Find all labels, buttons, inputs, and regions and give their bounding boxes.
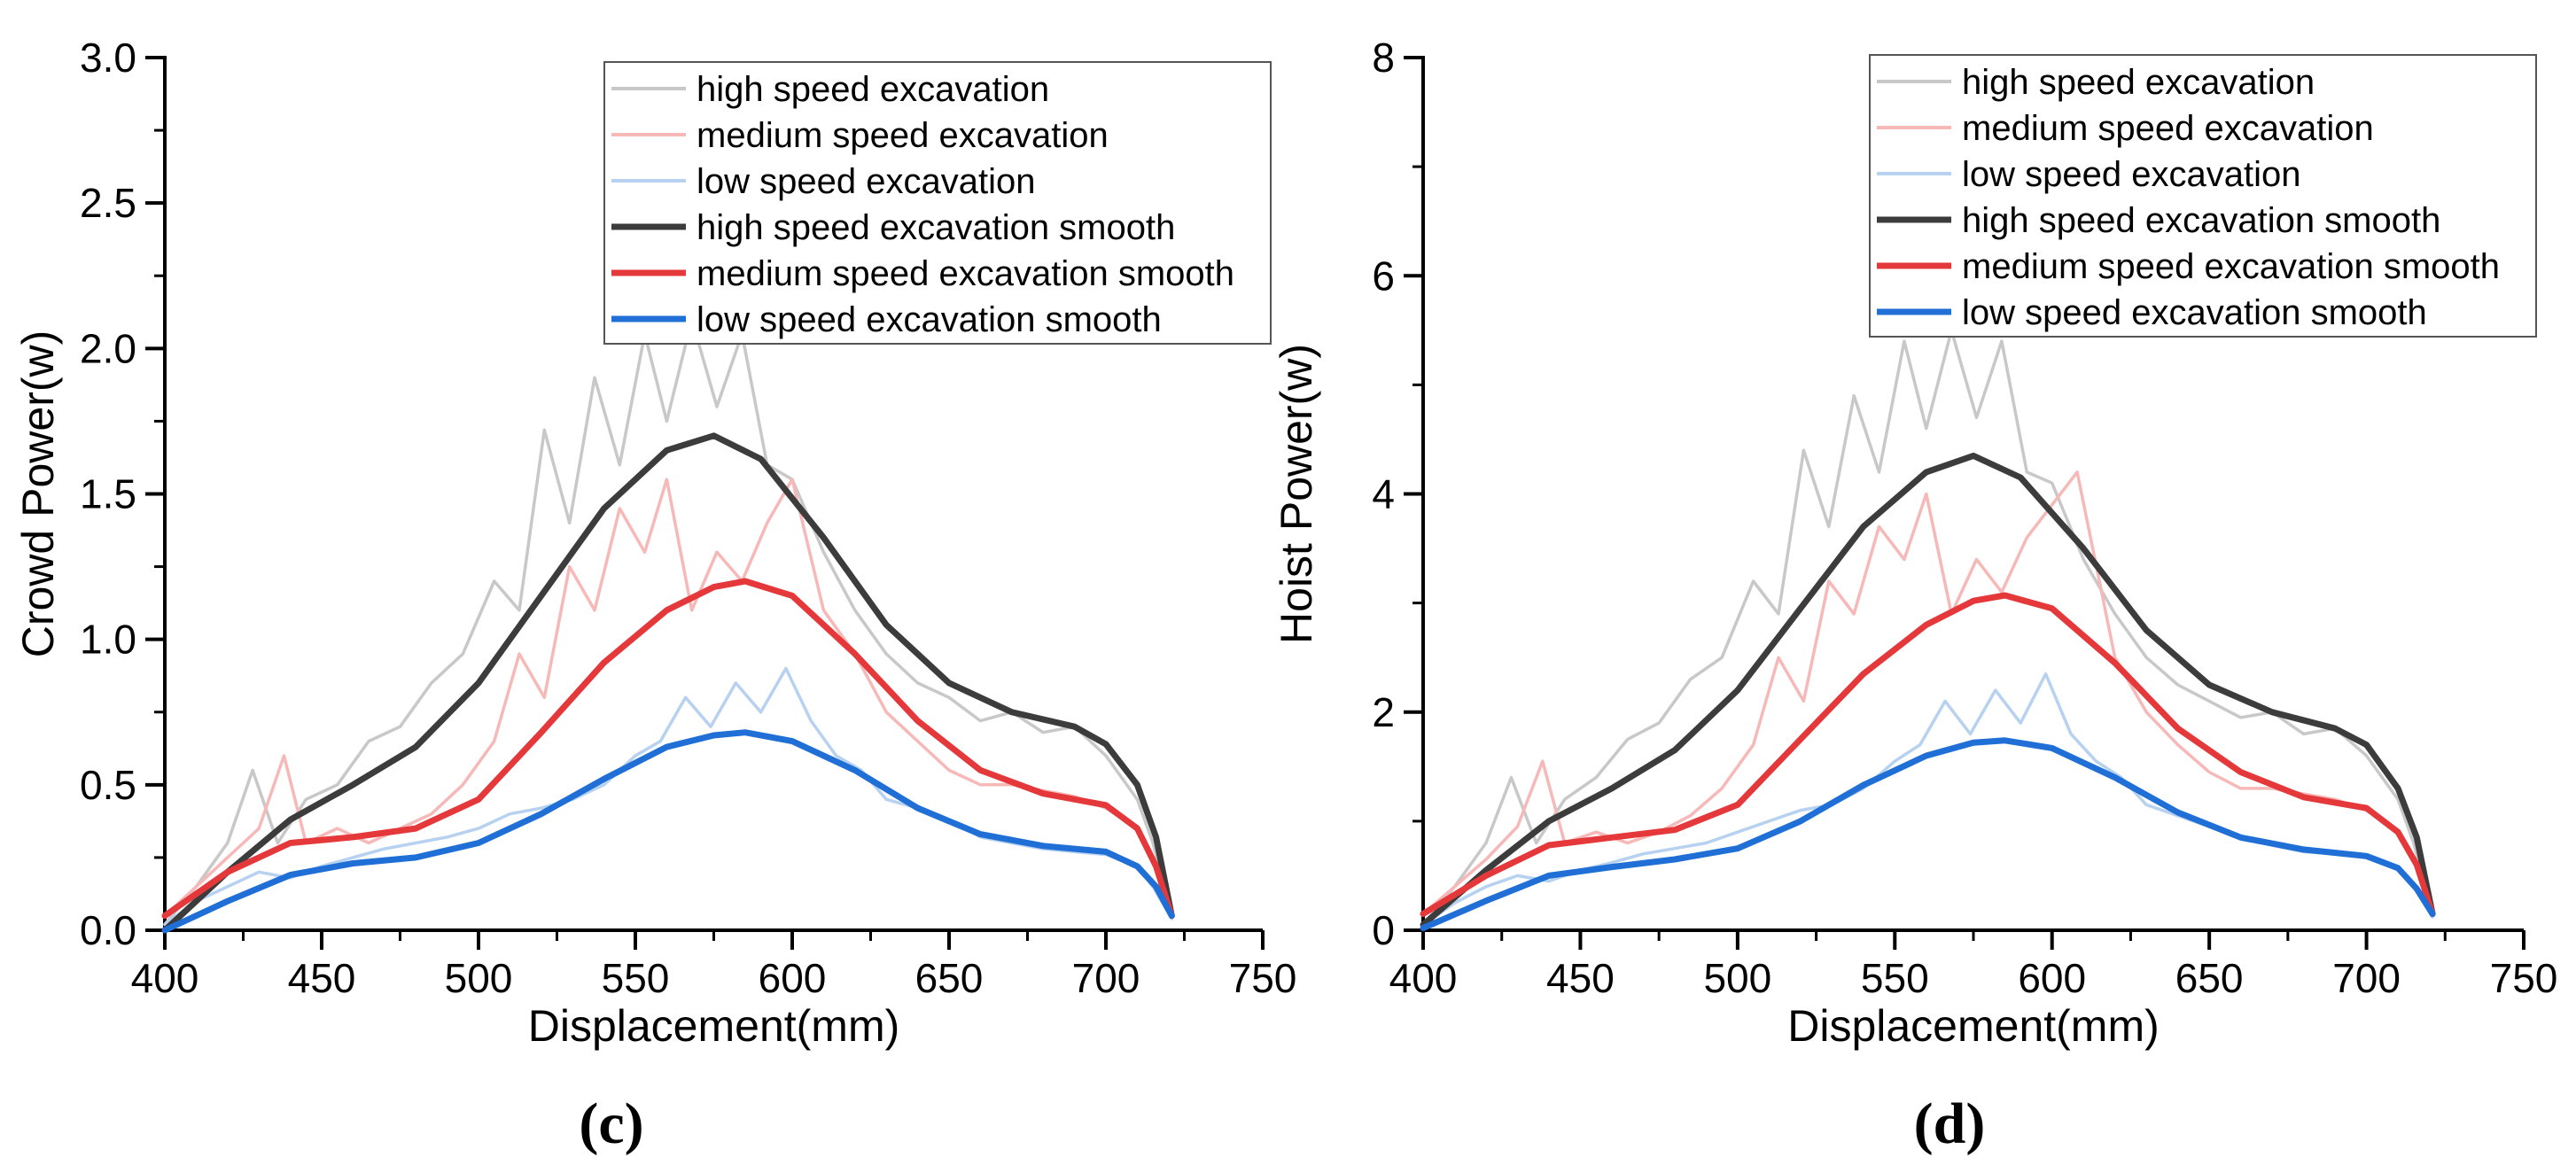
y-tick-label: 2.5	[80, 180, 136, 226]
legend: high speed excavation medium speed excava…	[603, 61, 1272, 345]
panel-label: (c)	[579, 1091, 643, 1156]
x-tick-label: 750	[1229, 955, 1297, 1001]
legend-label: high speed excavation	[697, 70, 1049, 109]
x-tick-label: 500	[445, 955, 513, 1001]
series-line-high-speed-excavation	[163, 317, 1174, 927]
chart-panel-d: 400 450 500 550 600 650 700 750 0 2 4 6 8 Displacemen…	[1272, 35, 2557, 1156]
x-tick-label: 400	[1389, 955, 1458, 1001]
x-axis-label: Displacement(mm)	[528, 1001, 900, 1051]
x-tick-label: 500	[1703, 955, 1771, 1001]
y-tick-label: 0	[1372, 907, 1395, 953]
legend-box	[603, 61, 1272, 345]
x-tick-label: 600	[759, 955, 827, 1001]
y-tick-label: 3.0	[80, 35, 136, 81]
y-tick-label: 4	[1372, 471, 1395, 517]
legend: high speed excavation medium speed excava…	[1869, 54, 2537, 338]
legend-label: high speed excavation smooth	[1962, 201, 2440, 240]
series-line-medium-speed-excavation	[1421, 470, 2434, 916]
legend-label: low speed excavation	[1962, 155, 2300, 194]
legend-label: medium speed excavation	[697, 116, 1109, 155]
legend-label: low speed excavation smooth	[1962, 293, 2427, 332]
x-tick-label: 550	[1861, 955, 1929, 1001]
legend-label: medium speed excavation	[1962, 109, 2374, 148]
x-tick-label: 450	[288, 955, 356, 1001]
x-tick-label: 650	[915, 955, 984, 1001]
y-tick-label: 1.0	[80, 617, 136, 663]
panel-label: (d)	[1914, 1091, 1986, 1156]
y-tick-label: 0.5	[80, 762, 136, 808]
x-tick-label: 750	[2490, 955, 2558, 1001]
x-tick-label: 450	[1546, 955, 1615, 1001]
y-axis-label: Hoist Power(w)	[1272, 344, 1321, 644]
x-tick-label: 650	[2175, 955, 2244, 1001]
legend-label: medium speed excavation smooth	[1962, 247, 2500, 286]
series-line-low-speed-excavation-smooth	[161, 729, 1175, 934]
legend-label: high speed excavation smooth	[697, 208, 1175, 247]
chart-panel-c: 400 450 500 550 600 650 700 750 0.0 0.5 1.0 1.5 2.0 2…	[13, 35, 1296, 1156]
series-line-medium-speed-excavation	[163, 478, 1174, 918]
x-tick-label: 600	[2018, 955, 2086, 1001]
x-tick-label: 700	[2332, 955, 2401, 1001]
series-line-low-speed-excavation-smooth	[1420, 737, 2436, 931]
legend-box	[1869, 54, 2537, 338]
y-tick-label: 6	[1372, 252, 1395, 299]
legend-label: medium speed excavation smooth	[697, 254, 1234, 293]
legend-label: low speed excavation smooth	[697, 300, 1162, 339]
y-tick-label: 1.5	[80, 471, 136, 517]
legend-label: high speed excavation	[1962, 63, 2315, 102]
x-tick-label: 550	[602, 955, 670, 1001]
x-tick-label: 700	[1072, 955, 1140, 1001]
x-axis-label: Displacement(mm)	[1787, 1001, 2160, 1051]
series-line-high-speed-excavation-smooth	[1420, 452, 2436, 928]
x-tick-label: 400	[131, 955, 199, 1001]
y-tick-label: 2.0	[80, 325, 136, 371]
legend-label: low speed excavation	[697, 162, 1035, 201]
y-axis-label: Crowd Power(w)	[13, 330, 63, 658]
series-line-high-speed-excavation-smooth	[161, 432, 1175, 934]
series-line-medium-speed-excavation-smooth	[1420, 592, 2436, 917]
y-tick-label: 8	[1372, 35, 1395, 81]
y-tick-label: 0.0	[80, 907, 136, 953]
y-tick-label: 2	[1372, 689, 1395, 735]
series-line-medium-speed-excavation-smooth	[161, 578, 1175, 920]
